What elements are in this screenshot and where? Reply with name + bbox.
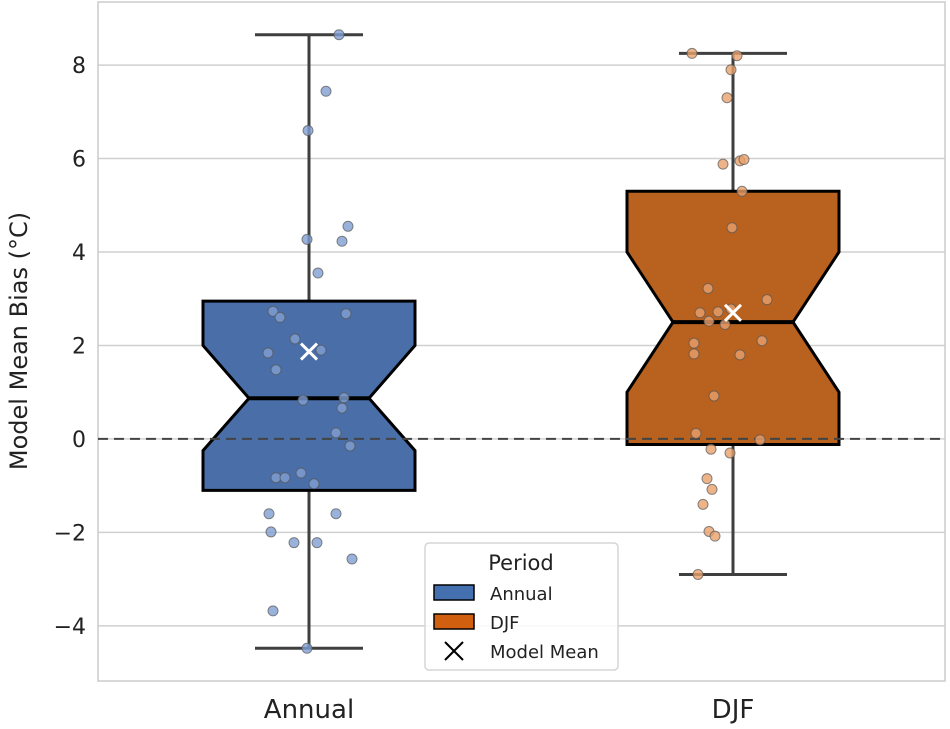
legend-swatch	[433, 613, 475, 630]
box-djf	[625, 189, 841, 447]
data-point	[761, 294, 773, 306]
data-point	[725, 64, 737, 76]
data-point	[288, 537, 300, 549]
data-point	[726, 222, 738, 234]
data-point	[297, 394, 309, 406]
data-point	[346, 553, 358, 565]
y-tick-label: 0	[72, 428, 86, 453]
data-point	[712, 306, 724, 318]
x-tick-label: Annual	[264, 695, 354, 725]
data-point	[312, 267, 324, 279]
data-point	[694, 307, 706, 319]
y-tick-label: −4	[54, 615, 86, 640]
data-point	[705, 443, 717, 455]
data-point	[336, 235, 348, 247]
data-point	[289, 333, 301, 345]
data-point	[308, 478, 320, 490]
mean-markers	[299, 303, 743, 361]
legend-label: DJF	[490, 613, 520, 634]
data-point	[708, 390, 720, 402]
mean-x-stroke	[299, 342, 319, 361]
data-point	[690, 427, 702, 439]
data-point	[734, 349, 746, 361]
legend-box	[424, 542, 619, 671]
box-annual	[201, 299, 417, 492]
boxes	[201, 33, 841, 650]
data-point	[754, 434, 766, 446]
data-point	[279, 472, 291, 484]
legend-title: Period	[488, 551, 553, 575]
data-point	[342, 220, 354, 232]
mean-x-stroke	[723, 303, 743, 322]
data-point	[267, 605, 279, 617]
data-point	[736, 185, 748, 197]
data-point	[330, 427, 342, 439]
data-point	[692, 568, 704, 580]
y-tick-label: 2	[72, 334, 86, 359]
data-point	[701, 473, 713, 485]
data-point	[709, 530, 721, 542]
data-point	[719, 318, 731, 330]
data-point	[721, 92, 733, 104]
data-point	[302, 125, 314, 137]
data-point	[338, 392, 350, 404]
data-point	[301, 233, 313, 245]
data-point	[263, 508, 275, 520]
data-point	[311, 537, 323, 549]
data-point	[738, 153, 750, 165]
data-point	[262, 347, 274, 359]
y-tick-label: 8	[72, 54, 86, 79]
y-tick-label: −2	[54, 521, 86, 546]
data-point	[295, 467, 307, 479]
data-point	[688, 348, 700, 360]
data-point	[315, 344, 327, 356]
data-point	[265, 526, 277, 538]
data-point	[340, 308, 352, 320]
data-point	[686, 47, 698, 59]
data-point	[697, 498, 709, 510]
data-point	[333, 29, 345, 41]
legend: Period Annual DJF Model Mean	[424, 542, 619, 671]
legend-x-marker	[444, 641, 464, 661]
y-tick-label: 6	[72, 148, 86, 173]
y-tick-label: 4	[72, 241, 86, 266]
data-point	[702, 282, 714, 294]
data-point	[330, 508, 342, 520]
data-point	[756, 335, 768, 347]
mean-marker	[299, 342, 319, 361]
data-point	[267, 305, 279, 317]
data-point	[703, 315, 715, 327]
data-point	[688, 337, 700, 349]
x-tick-label: DJF	[712, 695, 755, 725]
legend-label: Annual	[490, 584, 553, 605]
data-point	[274, 311, 286, 323]
data-point	[336, 402, 348, 414]
y-axis-ticks: −4 −2 0 2 4 6 8	[54, 54, 86, 640]
y-axis-label: Model Mean Bias (°C)	[5, 212, 33, 470]
data-point	[301, 642, 313, 654]
legend-swatch	[433, 584, 475, 601]
data-point	[706, 483, 718, 495]
data-point	[320, 85, 332, 97]
data-point	[717, 158, 729, 170]
data-point	[731, 50, 743, 62]
legend-label: Model Mean	[490, 642, 599, 663]
data-point	[724, 447, 736, 459]
x-axis-labels: Annual DJF	[264, 695, 755, 725]
mean-marker	[723, 303, 743, 322]
data-point	[344, 440, 356, 452]
points	[262, 29, 773, 654]
plot-frame	[97, 1, 946, 682]
data-point	[270, 364, 282, 376]
